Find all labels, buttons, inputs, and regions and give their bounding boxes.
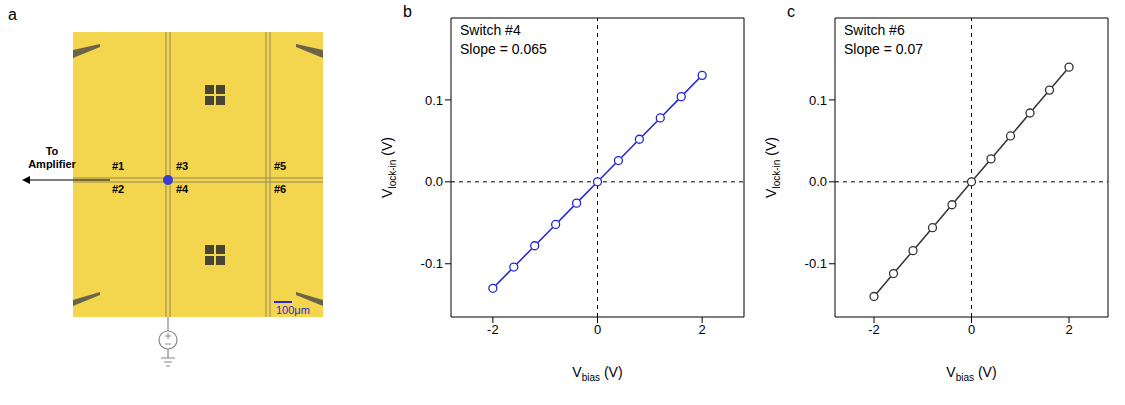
svg-text:#2: #2: [112, 183, 124, 195]
html-text:Slope = 0.07: Slope = 0.07: [844, 41, 923, 57]
svg-text:100μm: 100μm: [276, 304, 310, 316]
svg-text:-0.1: -0.1: [421, 256, 443, 271]
svg-text:0: 0: [968, 322, 975, 337]
html-text:c: c: [787, 3, 795, 20]
svg-text:ToAmplifier: ToAmplifier: [28, 145, 76, 170]
svg-text:a: a: [8, 6, 17, 23]
html-text:Slope = 0.065: Slope = 0.065: [460, 41, 547, 57]
svg-text:0.1: 0.1: [425, 93, 443, 108]
svg-text:-2: -2: [487, 322, 499, 337]
svg-text:#5: #5: [274, 160, 286, 172]
svg-text:#4: #4: [176, 183, 189, 195]
svg-text:Vlock-in (V): Vlock-in (V): [379, 137, 398, 198]
svg-text:#1: #1: [112, 160, 124, 172]
html-text:b: b: [403, 3, 412, 20]
svg-text:Vbias (V): Vbias (V): [572, 364, 622, 383]
svg-text:Vlock-in (V): Vlock-in (V): [763, 137, 782, 198]
svg-text:0.0: 0.0: [809, 174, 827, 189]
svg-text:Vbias (V): Vbias (V): [946, 364, 996, 383]
svg-text:-2: -2: [868, 322, 880, 337]
svg-text:2: 2: [699, 322, 706, 337]
svg-text:0: 0: [594, 322, 601, 337]
svg-text:2: 2: [1065, 322, 1072, 337]
svg-text:#6: #6: [274, 183, 286, 195]
svg-text:0.0: 0.0: [425, 174, 443, 189]
html-text:Switch #6: Switch #6: [844, 22, 905, 38]
svg-text:#3: #3: [176, 160, 188, 172]
svg-text:0.1: 0.1: [809, 93, 827, 108]
html-text:Switch #4: Switch #4: [460, 22, 521, 38]
svg-text:-0.1: -0.1: [805, 256, 827, 271]
